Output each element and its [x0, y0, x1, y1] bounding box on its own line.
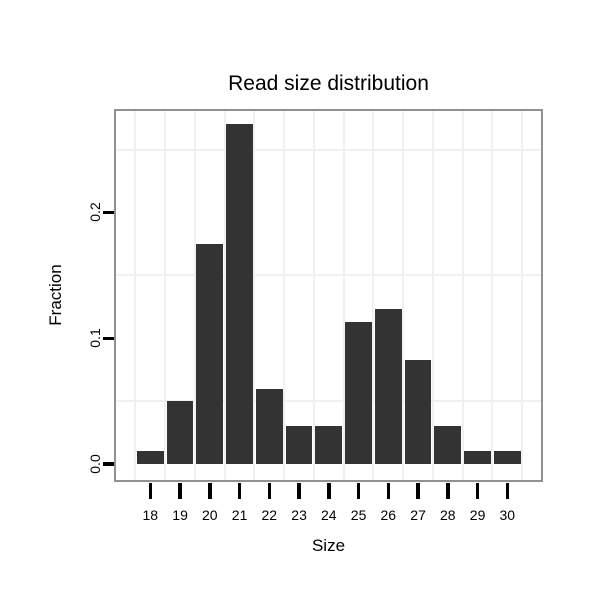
x-tick-label: 20 — [202, 507, 218, 523]
bar-size-18 — [136, 451, 164, 464]
bar-size-24 — [315, 426, 343, 464]
y-tick-label: 0.1 — [87, 328, 103, 348]
x-tick-label: 19 — [172, 507, 188, 523]
vertical-gridline — [134, 111, 137, 480]
chart-title: Read size distribution — [228, 72, 429, 95]
x-tick-mark — [178, 483, 182, 499]
vertical-gridline — [491, 111, 494, 480]
y-tick-mark — [103, 210, 114, 215]
x-tick-mark — [237, 483, 242, 499]
bar-size-25 — [345, 321, 372, 465]
horizontal-gridline — [116, 148, 541, 151]
vertical-gridline — [193, 111, 196, 480]
vertical-gridline — [342, 111, 345, 480]
x-tick-label: 21 — [231, 507, 248, 523]
horizontal-gridline — [116, 274, 541, 277]
plot-panel — [114, 109, 543, 482]
x-tick-label: 30 — [499, 507, 516, 523]
x-tick-mark — [356, 483, 361, 499]
bar-size-27 — [404, 359, 432, 464]
bar-size-26 — [374, 309, 402, 464]
x-tick-mark — [267, 483, 272, 499]
vertical-gridline — [402, 111, 405, 480]
horizontal-gridline — [116, 400, 541, 403]
y-axis-title: Fraction — [46, 264, 65, 326]
x-tick-label: 23 — [291, 507, 307, 523]
bar-size-21 — [226, 124, 253, 464]
vertical-gridline — [312, 111, 315, 480]
bar-size-23 — [285, 426, 313, 464]
vertical-gridline — [223, 111, 226, 480]
x-tick-label: 24 — [321, 507, 337, 523]
vertical-gridline — [431, 111, 434, 480]
vertical-gridline — [461, 111, 464, 480]
x-tick-label: 29 — [469, 507, 486, 523]
vertical-gridline — [164, 111, 167, 480]
x-tick-label: 22 — [261, 507, 278, 523]
x-tick-mark — [386, 483, 391, 499]
x-tick-mark — [446, 483, 450, 499]
bar-size-28 — [434, 426, 462, 464]
x-tick-mark — [505, 483, 510, 499]
x-tick-mark — [297, 483, 301, 499]
y-tick-label: 0.0 — [87, 454, 103, 474]
x-axis-title: Size — [311, 536, 346, 555]
x-tick-label: 26 — [380, 507, 397, 523]
bar-size-20 — [196, 243, 224, 465]
bar-size-19 — [166, 401, 194, 464]
bar-size-29 — [464, 451, 491, 464]
x-tick-mark — [327, 483, 331, 499]
bar-size-22 — [255, 388, 283, 464]
vertical-gridline — [372, 111, 375, 480]
x-tick-mark — [416, 483, 420, 499]
y-tick-mark — [103, 462, 114, 466]
x-tick-label: 25 — [350, 507, 367, 523]
x-tick-mark — [148, 483, 153, 499]
vertical-gridline — [521, 111, 524, 480]
x-tick-label: 28 — [440, 507, 456, 523]
vertical-gridline — [253, 111, 256, 480]
x-tick-label: 18 — [142, 507, 159, 523]
y-tick-label: 0.2 — [87, 202, 103, 223]
bar-size-30 — [493, 451, 521, 464]
x-tick-mark — [475, 483, 480, 499]
x-tick-label: 27 — [410, 507, 426, 523]
vertical-gridline — [283, 111, 286, 480]
y-tick-mark — [103, 336, 114, 340]
x-tick-mark — [208, 483, 212, 499]
